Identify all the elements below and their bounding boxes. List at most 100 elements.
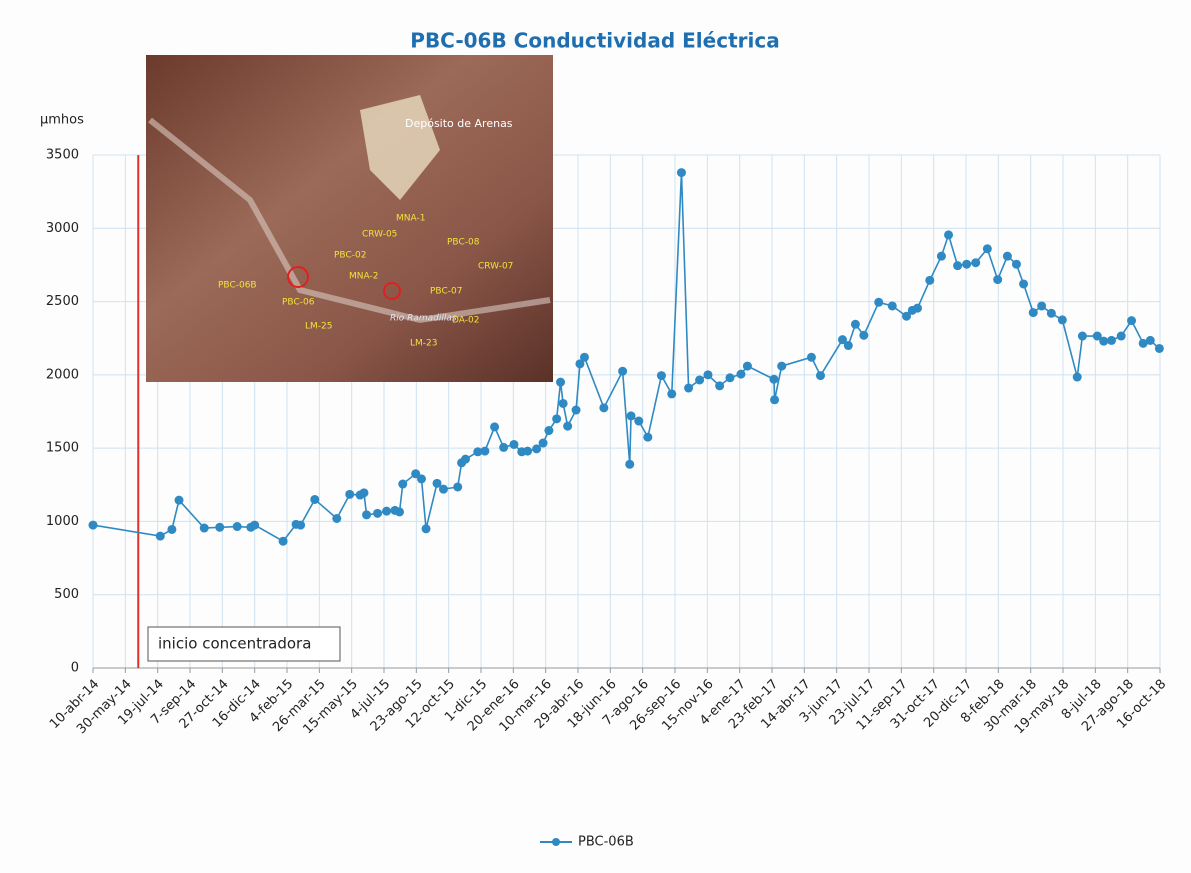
data-point xyxy=(398,480,407,489)
data-point xyxy=(175,496,184,505)
data-point xyxy=(156,532,165,541)
data-point xyxy=(250,521,259,530)
data-point xyxy=(1019,279,1028,288)
legend-label: PBC-06B xyxy=(578,835,634,850)
data-point xyxy=(715,381,724,390)
chart: PBC-06B Conductividad Eléctrica μmhos 0 5… xyxy=(0,0,1191,873)
inset-image: Depósito de Arenas PBC-06B PBC-06 CRW-05 MNA… xyxy=(146,55,553,382)
data-point xyxy=(743,362,752,371)
data-point xyxy=(913,304,922,313)
data-point xyxy=(1078,332,1087,341)
data-point xyxy=(925,276,934,285)
data-point xyxy=(523,447,532,456)
data-point xyxy=(395,507,404,516)
chart-title: PBC-06B Conductividad Eléctrica xyxy=(410,29,779,53)
inset-label: CRW-07 xyxy=(478,262,513,272)
inset-label: PBC-02 xyxy=(334,251,366,261)
y-tick-label: 2500 xyxy=(46,294,79,309)
data-point xyxy=(200,524,209,533)
data-point xyxy=(634,417,643,426)
data-point xyxy=(599,403,608,412)
y-tick-label: 2000 xyxy=(46,367,79,382)
data-point xyxy=(509,440,518,449)
inset-label: Depósito de Arenas xyxy=(405,117,513,130)
data-point xyxy=(539,439,548,448)
data-point xyxy=(627,411,636,420)
data-point xyxy=(888,301,897,310)
data-point xyxy=(1107,336,1116,345)
data-point xyxy=(359,488,368,497)
data-point xyxy=(667,389,676,398)
y-tick-label: 500 xyxy=(54,587,79,602)
inset-label: LM-25 xyxy=(305,322,332,332)
data-point xyxy=(422,524,431,533)
data-point xyxy=(703,370,712,379)
data-point xyxy=(725,373,734,382)
data-point xyxy=(461,455,470,464)
data-point xyxy=(844,341,853,350)
data-point xyxy=(874,298,883,307)
y-tick-label: 3500 xyxy=(46,148,79,163)
data-point xyxy=(1058,315,1067,324)
data-point xyxy=(373,509,382,518)
data-point xyxy=(1029,308,1038,317)
legend-marker xyxy=(552,838,560,846)
data-point xyxy=(777,362,786,371)
data-point xyxy=(1127,316,1136,325)
data-point xyxy=(1117,332,1126,341)
inset-label: CRW-05 xyxy=(362,230,397,240)
data-point xyxy=(684,384,693,393)
data-point xyxy=(345,490,354,499)
data-point xyxy=(625,460,634,469)
data-point xyxy=(770,395,779,404)
inset-label: LM-23 xyxy=(410,339,437,349)
data-point xyxy=(643,433,652,442)
data-point xyxy=(362,510,371,519)
data-point xyxy=(490,422,499,431)
inset-background xyxy=(146,55,553,382)
data-point xyxy=(439,485,448,494)
data-point xyxy=(215,523,224,532)
data-point xyxy=(1155,344,1164,353)
data-point xyxy=(572,406,581,415)
data-point xyxy=(332,514,341,523)
data-point xyxy=(807,353,816,362)
inset-label: Rio Ramadillas xyxy=(390,314,457,324)
inset-label: PBC-07 xyxy=(430,287,462,297)
data-point xyxy=(1003,252,1012,261)
data-point xyxy=(993,275,1002,284)
y-tick-label: 0 xyxy=(71,661,79,676)
data-point xyxy=(769,375,778,384)
data-point xyxy=(279,537,288,546)
inset-label: MNA-2 xyxy=(349,272,378,282)
data-point xyxy=(167,525,176,534)
data-point xyxy=(695,375,704,384)
data-point xyxy=(1099,337,1108,346)
data-point xyxy=(962,260,971,269)
data-point xyxy=(559,399,568,408)
inset-label: PBC-06 xyxy=(282,298,315,308)
data-point xyxy=(677,168,686,177)
data-point xyxy=(736,370,745,379)
data-point xyxy=(816,371,825,380)
y-axis-label: μmhos xyxy=(40,113,84,128)
data-point xyxy=(310,495,319,504)
data-point xyxy=(480,447,489,456)
data-point xyxy=(953,261,962,270)
y-tick-label: 1000 xyxy=(46,514,79,529)
data-point xyxy=(657,371,666,380)
data-point xyxy=(944,230,953,239)
data-point xyxy=(552,414,561,423)
data-point xyxy=(499,443,508,452)
data-point xyxy=(382,507,391,516)
inset-label: PBC-06B xyxy=(218,281,257,291)
data-point xyxy=(556,378,565,387)
data-point xyxy=(580,353,589,362)
data-point xyxy=(859,331,868,340)
y-tick-label: 1500 xyxy=(46,441,79,456)
data-point xyxy=(544,426,553,435)
data-point xyxy=(1012,260,1021,269)
data-point xyxy=(296,521,305,530)
data-point xyxy=(89,521,98,530)
data-point xyxy=(417,474,426,483)
